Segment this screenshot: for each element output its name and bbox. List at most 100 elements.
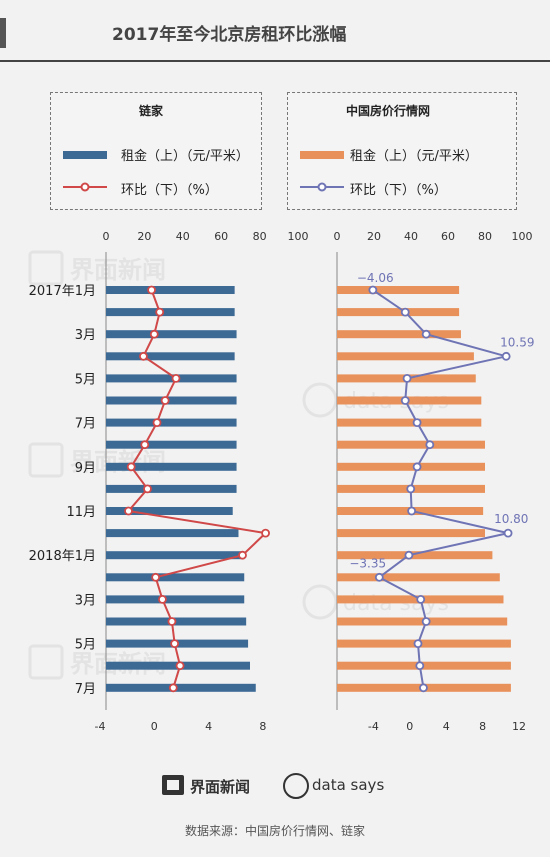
legend-left-line-swatch <box>63 182 107 192</box>
category-label: 2017年1月 <box>29 284 96 299</box>
footer-brand-datasays: data says <box>312 776 385 794</box>
right-mom-point <box>400 396 410 405</box>
left-mom-point <box>158 595 167 604</box>
datasays-logo-icon <box>283 773 309 799</box>
category-label: 3月 <box>75 328 96 343</box>
right-mom-point <box>425 440 435 450</box>
left-bottom-tick-label: 0 <box>151 720 158 733</box>
right-mom-point <box>407 506 417 516</box>
right-mom-point <box>406 484 416 494</box>
right-bottom-tick-label: 12 <box>512 720 526 733</box>
left-rent-bar <box>106 683 256 692</box>
left-rent-bar <box>106 484 237 493</box>
left-rent-bar <box>106 507 233 515</box>
left-top-tick-label: 60 <box>214 230 228 243</box>
legend-left-rent-swatch <box>63 151 107 159</box>
left-bottom-tick-label: 4 <box>205 720 212 733</box>
page-title: 2017年至今北京房租环比涨幅 <box>112 25 347 45</box>
left-bottom-tick-label: 8 <box>259 720 266 733</box>
right-top-tick-label: 40 <box>404 230 418 243</box>
mom-annotation: −4.06 <box>357 271 394 285</box>
category-label: 7月 <box>75 417 96 432</box>
title-bar: 2017年至今北京房租环比涨幅 <box>0 0 550 62</box>
left-rent-bar <box>106 308 235 317</box>
legend-right-rent-swatch <box>300 151 344 159</box>
watermark-datasays: data says <box>343 591 449 616</box>
right-mom-point <box>415 661 425 671</box>
right-bottom-tick-label: 8 <box>479 720 486 733</box>
left-mom-point <box>167 617 177 626</box>
right-rent-bar <box>337 440 485 449</box>
category-label: 7月 <box>75 682 96 697</box>
category-label: 11月 <box>66 505 96 520</box>
watermark-logo-icon <box>28 644 64 680</box>
left-rent-bar <box>106 286 235 294</box>
left-mom-point <box>143 484 152 494</box>
right-rent-bar <box>337 352 474 361</box>
left-rent-bar <box>106 330 237 339</box>
right-mom-point <box>412 462 422 472</box>
right-rent-bar <box>337 462 485 471</box>
category-label: 9月 <box>75 461 96 476</box>
right-mom-point <box>412 418 422 428</box>
right-mom-point <box>419 683 428 693</box>
left-top-tick-label: 40 <box>176 230 190 243</box>
legend-left-rent-label: 租金（上）（元/平米） <box>121 149 249 164</box>
left-mom-point <box>139 351 148 361</box>
chart-canvas: 界面新闻界面新闻界面新闻data saysdata says0204060801… <box>28 230 535 733</box>
right-rent-bar <box>337 330 461 339</box>
left-top-tick-label: 0 <box>103 230 110 243</box>
legend-left: 链家 租金（上）（元/平米） 环比（下）（%） <box>50 92 262 210</box>
right-mom-point <box>368 285 378 295</box>
right-bottom-tick-label: 4 <box>443 720 450 733</box>
left-mom-point <box>147 285 156 295</box>
right-mom-point <box>400 307 410 317</box>
right-top-tick-label: 20 <box>367 230 381 243</box>
left-mom-point <box>126 462 136 472</box>
right-mom-point <box>402 373 412 383</box>
watermark-logo-icon <box>28 250 64 286</box>
watermark-datasays-icon <box>302 584 338 620</box>
legend-left-title: 链家 <box>139 104 164 118</box>
watermark-jiemian: 界面新闻 <box>70 256 166 284</box>
category-label: 5月 <box>75 372 96 387</box>
watermark-jiemian: 界面新闻 <box>70 448 166 476</box>
left-rent-bar <box>106 374 237 383</box>
left-mom-point <box>170 639 180 648</box>
left-bottom-tick-label: -4 <box>95 720 106 733</box>
right-mom-point <box>404 550 414 560</box>
left-mom-point <box>152 418 162 428</box>
right-rent-bar <box>337 573 500 582</box>
right-rent-bar <box>337 639 511 648</box>
watermark-logo-icon <box>28 442 64 478</box>
category-label: 2018年1月 <box>29 549 96 564</box>
source-note: 数据来源：中国房价行情网、链家 <box>184 824 365 838</box>
legend-right-mom-label: 环比（下）（%） <box>350 183 447 198</box>
left-top-tick-label: 100 <box>288 230 309 243</box>
left-mom-point <box>149 329 159 339</box>
left-rent-bar <box>106 573 245 582</box>
legend-right-line-swatch <box>300 182 344 192</box>
title-accent-bar <box>0 18 6 48</box>
right-mom-point <box>501 351 511 361</box>
legend-right-rent-label: 租金（上）（元/平米） <box>350 149 478 164</box>
left-mom-point <box>151 572 161 582</box>
left-rent-bar <box>106 551 245 560</box>
right-bottom-tick-label: -4 <box>368 720 379 733</box>
legend-left-mom-label: 环比（下）（%） <box>121 183 218 198</box>
right-rent-bar <box>337 308 460 317</box>
mom-annotation: −3.35 <box>349 556 386 570</box>
footer-brands: 界面新闻 data says <box>0 772 550 802</box>
right-mom-point <box>421 617 431 626</box>
mom-annotation: 10.59 <box>500 335 534 349</box>
left-mom-point <box>160 396 170 405</box>
right-mom-point <box>503 528 513 538</box>
legend-right: 中国房价行情网 租金（上）（元/平米） 环比（下）（%） <box>287 92 517 210</box>
right-rent-bar <box>337 286 460 294</box>
right-mom-point <box>413 639 423 648</box>
right-rent-bar <box>337 418 482 427</box>
left-rent-bar <box>106 352 235 361</box>
left-mom-point <box>124 506 133 516</box>
left-mom-point <box>171 373 181 383</box>
left-top-tick-label: 20 <box>137 230 151 243</box>
